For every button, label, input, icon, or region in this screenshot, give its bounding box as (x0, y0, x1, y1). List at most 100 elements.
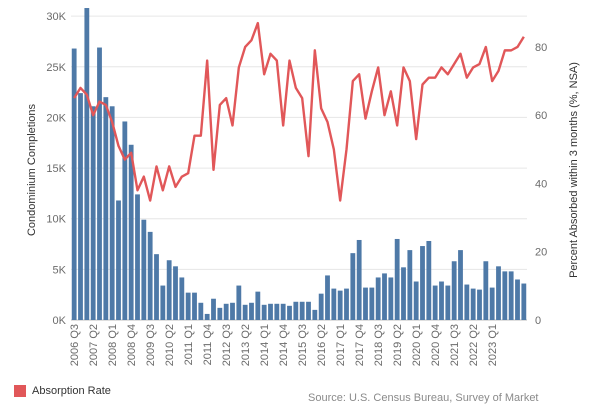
bar (477, 289, 482, 320)
bar (147, 231, 153, 320)
right-axis-ticks: 0 20 40 60 80 (535, 42, 547, 327)
bar (128, 144, 134, 320)
x-tick-label: 2012 Q3 (221, 324, 233, 366)
bar (439, 281, 444, 320)
absorption-rate-line (73, 21, 525, 202)
bar (426, 240, 432, 320)
bar (135, 194, 140, 320)
bar (369, 287, 375, 320)
bar (217, 307, 223, 320)
bar (268, 303, 273, 320)
bar (211, 298, 216, 320)
x-tick-label: 2022 Q2 (468, 324, 480, 366)
bar (185, 292, 191, 320)
x-tick-label: 2006 Q3 (69, 324, 81, 366)
bar (470, 288, 476, 320)
y-left-tick-label: 5K (53, 264, 67, 276)
y-left-tick-label: 20K (46, 112, 66, 124)
bar (160, 285, 166, 320)
x-axis-ticks: 2006 Q3 2007 Q2 2008 Q1 2008 Q4 2009 Q3 2010 … (69, 324, 499, 366)
bar (204, 313, 210, 320)
bar (496, 266, 501, 320)
x-tick-label: 2008 Q1 (107, 324, 119, 366)
bar (445, 285, 451, 320)
bar (255, 291, 261, 320)
bar (363, 287, 368, 320)
bar (337, 290, 343, 320)
y-right-tick-label: 60 (535, 110, 547, 122)
bar (261, 304, 267, 320)
bar (350, 253, 356, 320)
x-tick-label: 2021 Q3 (449, 324, 461, 366)
bar (407, 250, 413, 320)
bar (331, 288, 337, 320)
bar (179, 277, 185, 320)
line-series (73, 21, 525, 202)
bar (420, 246, 425, 320)
x-tick-label: 2018 Q3 (373, 324, 385, 366)
bar (451, 261, 457, 320)
x-tick-label: 2014 Q1 (259, 324, 271, 366)
legend-label: Absorption Rate (32, 385, 111, 397)
x-tick-label: 2007 Q2 (88, 324, 100, 366)
source-note: Source: U.S. Census Bureau, Survey of Ma… (308, 392, 539, 404)
bar (141, 219, 147, 320)
bar (192, 292, 197, 320)
bar (198, 302, 204, 320)
bar (356, 239, 362, 320)
y-right-tick-label: 20 (535, 247, 547, 259)
bar (166, 260, 172, 320)
bar (464, 284, 470, 320)
x-tick-label: 2008 Q4 (126, 324, 138, 366)
bar (306, 301, 311, 320)
y-left-tick-label: 30K (46, 11, 66, 23)
x-tick-label: 2011 Q1 (183, 324, 195, 365)
x-tick-label: 2010 Q2 (164, 324, 176, 366)
bar (489, 287, 495, 320)
y-right-axis-title: Percent Absorbed within 3 months (%, NSA… (568, 62, 580, 278)
bar (394, 238, 400, 320)
bar (249, 302, 254, 320)
x-tick-label: 2017 Q4 (354, 324, 366, 366)
y-left-tick-label: 25K (46, 62, 66, 74)
bar (388, 277, 394, 320)
x-tick-label: 2017 Q1 (335, 324, 347, 366)
bar (274, 303, 280, 320)
bar (375, 277, 381, 320)
bar (413, 281, 419, 320)
x-tick-label: 2013 Q2 (240, 324, 252, 366)
y-left-tick-label: 15K (46, 163, 66, 175)
x-tick-label: 2009 Q3 (145, 324, 157, 366)
x-tick-label: 2019 Q2 (392, 324, 404, 366)
bar (78, 93, 83, 320)
bar (90, 106, 96, 320)
bar (382, 273, 387, 320)
y-left-tick-label: 10K (46, 214, 66, 226)
bar (223, 303, 229, 320)
bar (401, 267, 406, 320)
bar (103, 97, 109, 321)
bar (483, 261, 489, 320)
bar (458, 250, 463, 320)
bar (71, 48, 77, 321)
bar (97, 47, 102, 321)
bar (280, 303, 286, 320)
bar (293, 301, 299, 320)
bar (299, 301, 305, 320)
legend: Absorption Rate (14, 385, 111, 397)
bar (325, 275, 330, 320)
x-tick-label: 2014 Q4 (278, 324, 290, 366)
bar (521, 283, 527, 320)
x-tick-label: 2020 Q1 (411, 324, 423, 366)
bar (122, 121, 128, 320)
bar (318, 293, 324, 320)
bar (116, 200, 121, 320)
x-tick-label: 2020 Q4 (430, 324, 442, 366)
x-tick-label: 2011 Q4 (202, 324, 214, 365)
y-right-tick-label: 0 (535, 315, 541, 327)
bar (502, 271, 508, 320)
x-tick-label: 2015 Q3 (297, 324, 309, 366)
bar (508, 271, 514, 320)
bar (109, 106, 115, 320)
